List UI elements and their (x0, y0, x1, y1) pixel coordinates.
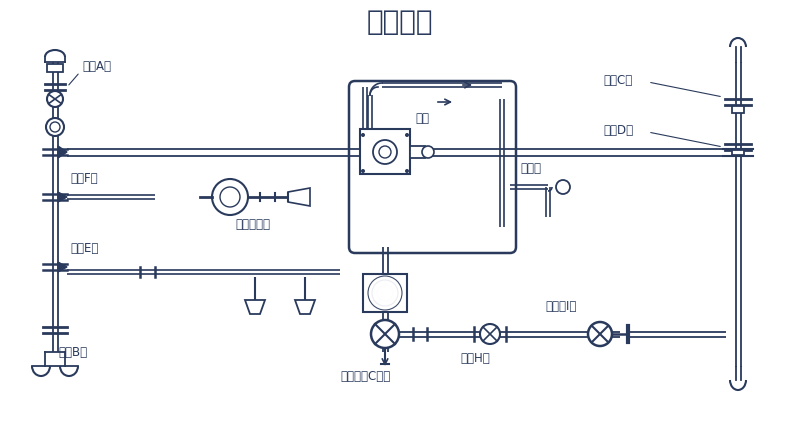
Circle shape (556, 180, 570, 194)
Bar (363, 274, 407, 312)
Circle shape (422, 146, 434, 158)
Text: 球阀A关: 球阀A关 (82, 61, 111, 73)
Bar (360, 129, 410, 174)
Polygon shape (58, 192, 67, 202)
Bar (732, 106, 744, 113)
Bar (732, 150, 744, 155)
Polygon shape (245, 300, 265, 314)
Circle shape (368, 276, 402, 310)
Circle shape (361, 133, 365, 137)
Text: 消防栓I关: 消防栓I关 (545, 300, 576, 312)
Circle shape (588, 322, 612, 346)
Circle shape (371, 320, 399, 348)
Circle shape (46, 118, 64, 136)
Circle shape (212, 179, 248, 215)
Text: 球阀C关: 球阀C关 (603, 73, 632, 87)
Polygon shape (58, 146, 67, 158)
Polygon shape (288, 188, 310, 206)
Polygon shape (58, 262, 67, 272)
Circle shape (377, 285, 393, 301)
Circle shape (379, 146, 391, 158)
Circle shape (480, 324, 500, 344)
Polygon shape (295, 300, 315, 314)
Circle shape (50, 122, 60, 132)
FancyBboxPatch shape (349, 81, 516, 253)
Circle shape (405, 169, 409, 173)
Circle shape (405, 133, 409, 137)
Text: 水泵加水: 水泵加水 (366, 8, 434, 36)
Text: 球阀E关: 球阀E关 (70, 243, 98, 255)
Text: 罐体口: 罐体口 (520, 163, 541, 175)
Text: 洒水炮出口: 洒水炮出口 (235, 218, 270, 232)
Text: 球阀B关: 球阀B关 (58, 346, 87, 358)
Text: 球阀D关: 球阀D关 (603, 123, 633, 137)
Circle shape (47, 91, 63, 107)
Text: 三通球阀C加水: 三通球阀C加水 (340, 370, 390, 382)
Text: 球阀H开: 球阀H开 (460, 353, 490, 366)
Circle shape (372, 280, 398, 306)
Circle shape (220, 187, 240, 207)
Bar (410, 146, 425, 158)
Circle shape (361, 169, 365, 173)
Text: 球阀F关: 球阀F关 (70, 172, 98, 186)
Circle shape (373, 140, 397, 164)
Bar (47, 64, 63, 72)
Text: 水泵: 水泵 (415, 113, 429, 126)
